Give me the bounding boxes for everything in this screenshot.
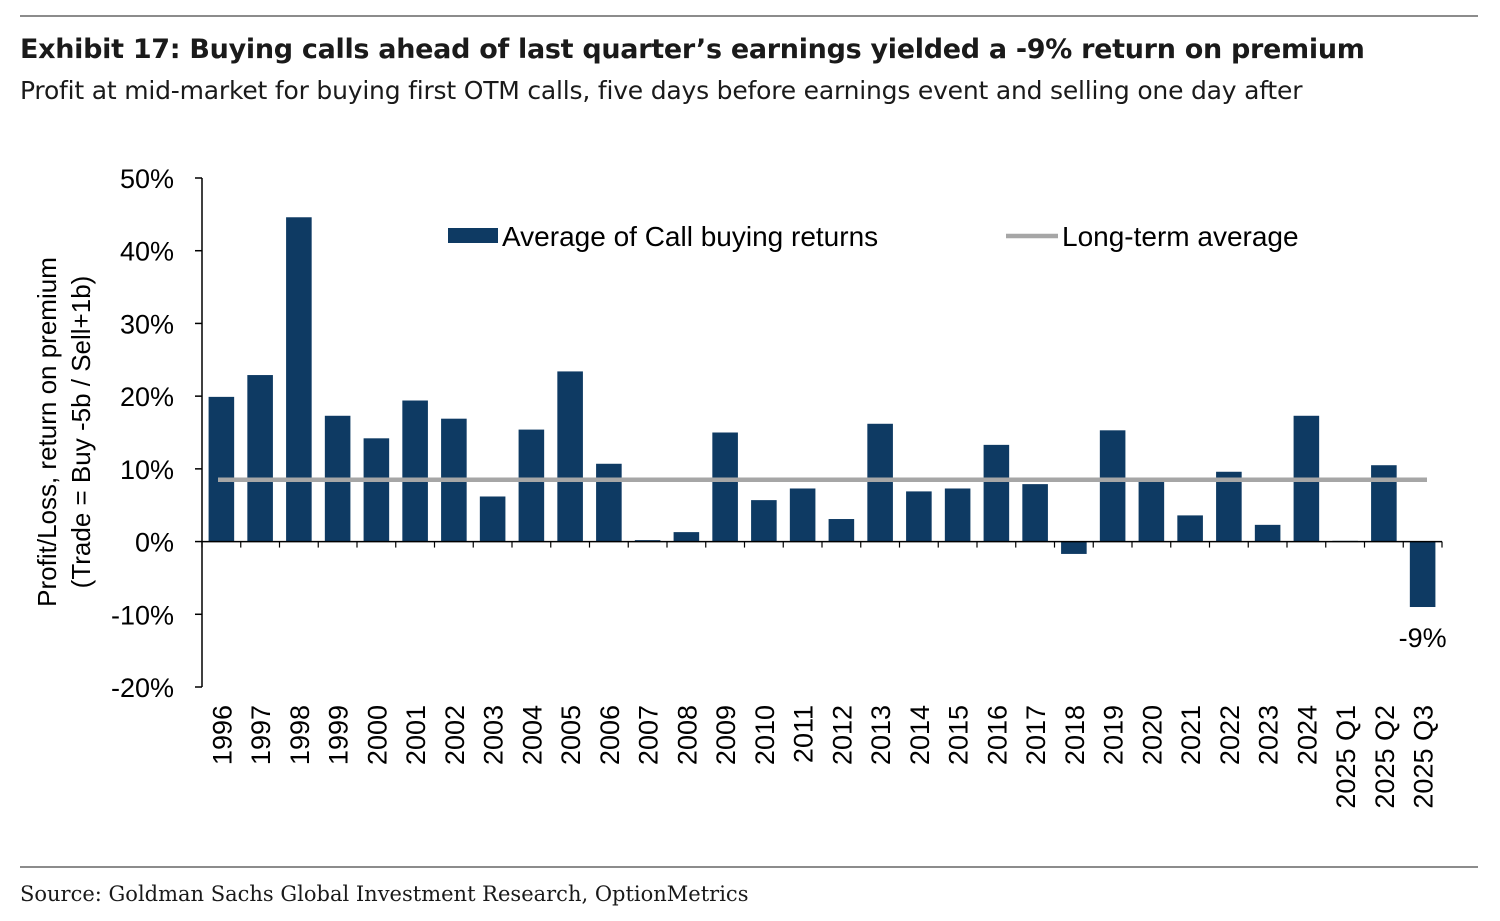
bar-2018 — [1061, 541, 1087, 554]
x-tick-label: 2005 — [556, 705, 586, 765]
x-tick-label: 2006 — [595, 705, 625, 765]
x-tick-label: 2025 Q3 — [1409, 705, 1439, 809]
y-tick-label: -20% — [111, 673, 174, 703]
data-label-2025-q3: -9% — [1399, 623, 1447, 653]
x-tick-label: 2008 — [672, 705, 702, 765]
bar-2005 — [557, 371, 583, 542]
bar-2011 — [789, 488, 816, 542]
x-tick-label: 1998 — [285, 705, 315, 765]
x-tick-label: 2015 — [944, 705, 974, 765]
x-tick-label: 2002 — [440, 705, 470, 765]
bar-2013 — [867, 423, 893, 542]
bar-2017 — [1022, 484, 1048, 542]
x-tick-label: 2014 — [905, 705, 935, 765]
x-tick-label: 1996 — [207, 705, 237, 765]
bar-1996 — [208, 396, 235, 542]
bar-2004 — [518, 429, 545, 542]
source-note: Source: Goldman Sachs Global Investment … — [20, 882, 749, 906]
x-tick-label: 2018 — [1060, 705, 1090, 765]
x-axis-labels: 1996 1997 1998 1999 2000 2001 2002 2003 2004 2005… — [207, 705, 1438, 809]
bar-2025-q2 — [1371, 465, 1397, 542]
bar-2012 — [828, 519, 855, 542]
y-tick-label: 30% — [120, 309, 174, 339]
bar-2015 — [944, 488, 971, 542]
bar-2016 — [983, 444, 1010, 542]
y-tick-label: -10% — [111, 600, 174, 630]
x-tick-label: 2001 — [401, 705, 431, 765]
bar-2023 — [1254, 524, 1281, 542]
y-axis-title: Profit/Loss, return on premium (Trade = … — [32, 257, 96, 607]
x-tick-label: 2013 — [866, 705, 896, 765]
x-tick-label: 2011 — [789, 705, 819, 763]
x-tick-label: 2012 — [827, 705, 857, 765]
bar-2020 — [1138, 481, 1165, 542]
top-divider — [20, 15, 1478, 17]
x-tick-label: 2017 — [1021, 705, 1051, 765]
annotations: -9% — [1399, 623, 1447, 653]
x-tick-label: 2003 — [479, 705, 509, 765]
legend: Average of Call buying returns Long-term… — [448, 221, 1299, 252]
bar-2008 — [673, 532, 700, 542]
bar-chart: Profit/Loss, return on premium (Trade = … — [32, 164, 1447, 809]
x-tick-label: 2007 — [634, 705, 664, 765]
bar-2006 — [596, 463, 622, 542]
axes — [201, 178, 1443, 687]
x-tick-label: 2024 — [1292, 705, 1322, 765]
x-tick-label: 2010 — [750, 705, 780, 765]
legend-bar-swatch — [448, 228, 498, 243]
x-tick-label: 2023 — [1254, 705, 1284, 765]
bar-series — [208, 217, 1436, 608]
bar-2000 — [363, 438, 390, 542]
legend-line-label: Long-term average — [1062, 221, 1299, 252]
x-tick-label: 2016 — [982, 705, 1012, 765]
x-tick-label: 2025 Q2 — [1370, 705, 1400, 809]
y-tick-label: 20% — [120, 382, 174, 412]
bar-2021 — [1177, 515, 1203, 542]
bar-2010 — [751, 500, 777, 542]
y-axis-ticks: 50% 40% 30% 20% 10% 0% -10% -20% — [111, 164, 202, 703]
bar-2003 — [479, 496, 506, 542]
bar-1998 — [286, 217, 312, 542]
x-tick-label: 2004 — [517, 705, 547, 765]
y-tick-label: 40% — [120, 237, 174, 267]
y-tick-label: 50% — [120, 164, 174, 194]
chart-subtitle: Profit at mid-market for buying first OT… — [20, 76, 1303, 105]
bar-2019 — [1099, 430, 1126, 542]
x-tick-label: 2025 Q1 — [1331, 705, 1361, 809]
bottom-divider — [20, 866, 1478, 868]
y-tick-label: 10% — [120, 455, 174, 485]
bar-2009 — [712, 432, 738, 542]
bar-1997 — [247, 375, 273, 542]
bar-2022 — [1216, 471, 1242, 542]
chart-title: Exhibit 17: Buying calls ahead of last q… — [20, 34, 1365, 65]
x-tick-label: 2022 — [1215, 705, 1245, 765]
x-tick-label: 2020 — [1137, 705, 1167, 765]
y-axis-title-line2: (Trade = Buy -5b / Sell+1b) — [66, 276, 96, 589]
bar-2025-q3 — [1409, 541, 1436, 608]
bar-2001 — [402, 400, 428, 542]
y-axis-title-line1: Profit/Loss, return on premium — [32, 257, 62, 607]
x-tick-label: 2019 — [1099, 705, 1129, 765]
x-tick-label: 1997 — [246, 705, 276, 765]
y-tick-label: 0% — [135, 528, 174, 558]
x-tick-label: 2021 — [1176, 705, 1206, 765]
bar-2014 — [906, 491, 932, 542]
x-tick-label: 1999 — [324, 705, 354, 765]
x-tick-label: 2000 — [362, 705, 392, 765]
x-tick-label: 2009 — [711, 705, 741, 765]
legend-bar-label: Average of Call buying returns — [502, 221, 878, 252]
